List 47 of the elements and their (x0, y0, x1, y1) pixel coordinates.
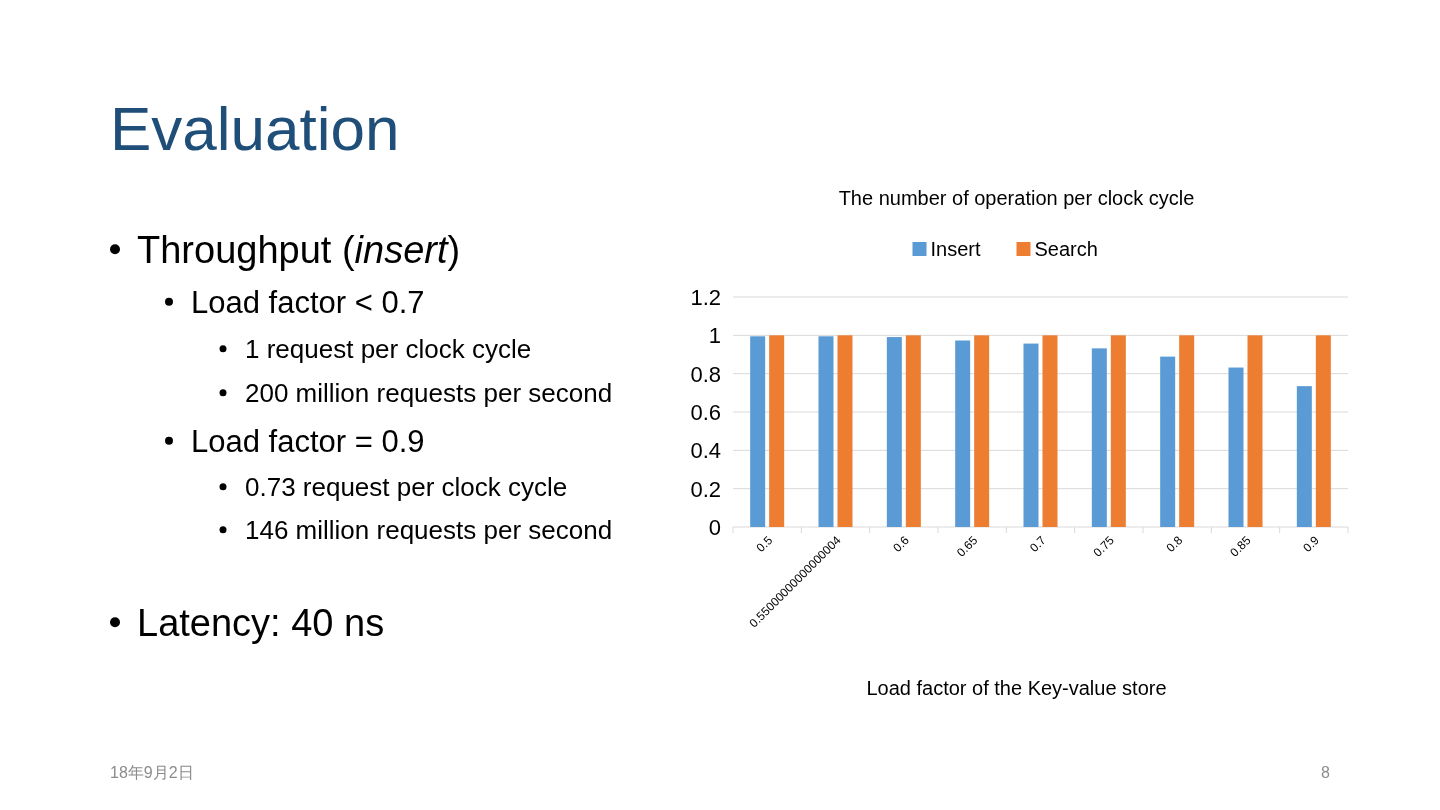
legend-label: Search (1034, 238, 1098, 260)
y-tick-label: 0 (708, 515, 721, 540)
bar (974, 335, 990, 527)
bar (1160, 356, 1176, 527)
bar (1315, 335, 1331, 527)
x-tick-label: 0.6 (890, 533, 913, 555)
text: Evaluation (110, 94, 400, 163)
bar (837, 335, 853, 527)
y-tick-label: 0.6 (690, 400, 721, 425)
bar (1228, 367, 1244, 527)
text: 18年9月2日 (110, 764, 194, 781)
x-tick-label: 0.8 (1163, 533, 1186, 555)
y-tick-label: 0.8 (690, 361, 721, 387)
y-tick-label: 0.2 (690, 476, 721, 502)
y-tick-label: 0.4 (690, 438, 721, 464)
bar (1091, 348, 1107, 527)
text: Load factor < 0.7 (191, 285, 425, 320)
text: 0.73 request per clock cycle (245, 472, 568, 502)
text: Load factor = 0.9 (191, 424, 425, 459)
text: Throughput (insert) (137, 229, 461, 271)
x-axis-title: Load factor of the Key-value store (866, 677, 1167, 699)
x-tick-label: 0.7 (1026, 533, 1049, 555)
bar (1042, 335, 1058, 527)
bar (886, 337, 902, 527)
bar (905, 335, 921, 527)
x-tick-label: 0.9 (1300, 533, 1323, 555)
bar (1247, 335, 1263, 527)
bar (955, 340, 971, 527)
legend-label: Insert (930, 238, 981, 260)
text: 200 million requests per second (245, 378, 613, 408)
bar (750, 336, 766, 527)
y-tick-label: 1 (708, 323, 721, 349)
bar (1023, 343, 1039, 527)
bar (1110, 335, 1126, 527)
x-tick-label: 0.65 (953, 532, 981, 560)
x-tick-label: 0.75 (1090, 532, 1118, 560)
bar (1179, 335, 1195, 527)
chart-title: The number of operation per clock cycle (838, 187, 1195, 209)
text: 1 request per clock cycle (245, 334, 532, 364)
bar (769, 335, 785, 527)
text: 8 (1321, 764, 1331, 781)
x-tick-label: 0.85 (1227, 532, 1254, 560)
bar (818, 336, 834, 527)
text: Latency: 40 ns (137, 602, 385, 644)
text: 146 million requests per second (245, 515, 613, 545)
bar (1296, 386, 1312, 527)
y-tick-label: 1.2 (690, 285, 721, 310)
